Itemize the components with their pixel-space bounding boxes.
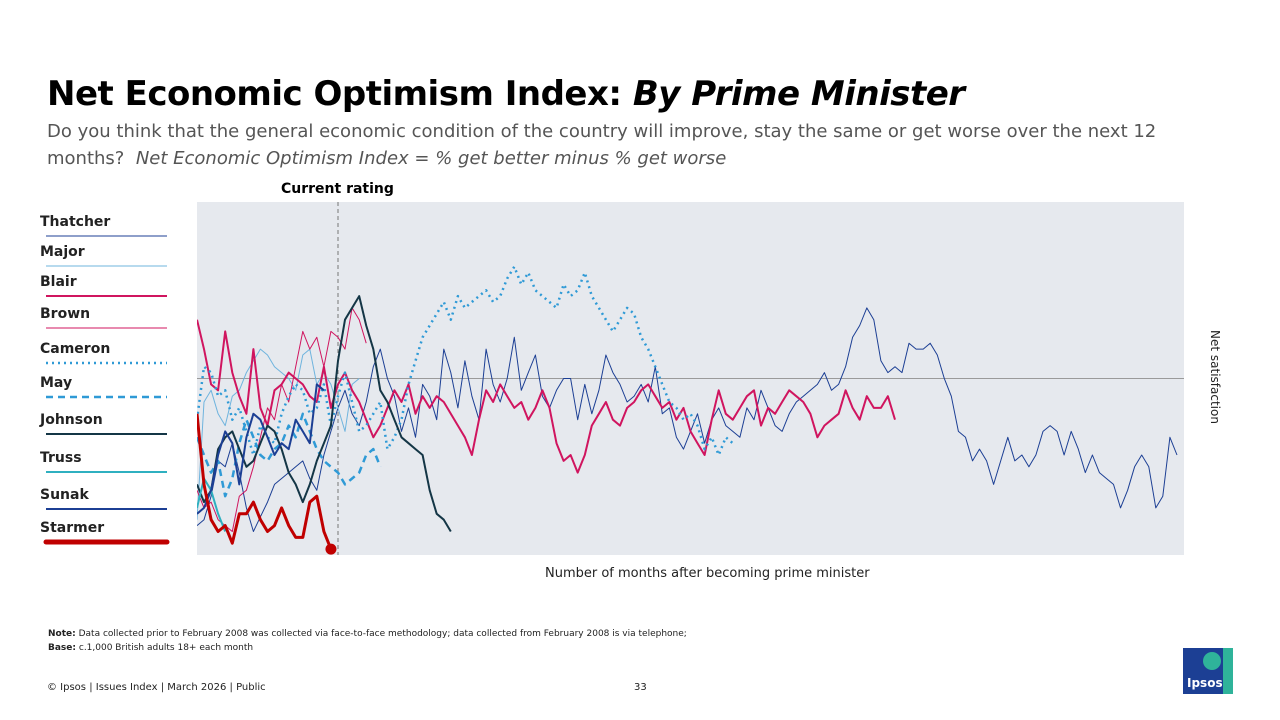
base-label: Base: [48,643,76,653]
subtitle-definition: Net Economic Optimism Index = % get bett… [135,148,727,169]
legend-swatch [46,265,167,267]
legend-item-blair: Blair [40,274,172,300]
legend-swatch [46,433,167,435]
legend-item-brown: Brown [40,306,172,332]
logo-mark-icon [1203,652,1221,670]
note-label: Note: [48,629,76,639]
chart-plot-area [197,202,1184,555]
series-line-thatcher [197,307,1178,532]
page-number: 33 [634,682,647,693]
legend-label: Starmer [40,520,105,536]
legend-label: Major [40,244,85,260]
series-line-blair [197,319,896,474]
legend-label: Blair [40,274,77,290]
series-line-major [197,348,360,520]
legend-label: May [40,375,73,391]
ipsos-logo: Ipsos [1183,648,1233,694]
legend-label: Thatcher [40,214,111,230]
logo-accent [1223,648,1233,694]
chart-legend: Thatcher Major Blair Brown Cameron May Johnson… [40,210,172,560]
legend-item-thatcher: Thatcher [40,214,172,240]
legend-item-sunak: Sunak [40,487,172,513]
legend-swatch [46,235,167,237]
legend-swatch [46,471,167,473]
legend-swatch [46,327,167,329]
legend-label: Cameron [40,341,111,357]
subtitle-question: Do you think that the general economic c… [47,121,1157,169]
logo-text: Ipsos [1187,676,1223,690]
legend-item-cameron: Cameron [40,341,172,367]
current-rating-label: Current rating [281,181,394,197]
current-rating-point [325,543,337,555]
x-axis-label: Number of months after becoming prime mi… [545,566,870,581]
legend-label: Johnson [40,412,103,428]
legend-label: Truss [40,450,82,466]
legend-item-may: May [40,375,172,401]
base-text: c.1,000 British adults 18+ each month [78,643,254,653]
footer-text: © Ipsos | Issues Index | March 2026 | Pu… [47,682,266,693]
legend-item-starmer: Starmer [40,520,172,546]
base-line: Base: c.1,000 British adults 18+ each mo… [48,641,687,655]
legend-swatch [46,395,167,399]
y-axis-label: Net satisfaction [1208,330,1222,424]
chart-note: Note: Data collected prior to February 2… [48,627,687,655]
legend-item-major: Major [40,244,172,270]
legend-swatch [46,508,167,510]
note-text: Data collected prior to February 2008 wa… [78,629,687,639]
note-line: Note: Data collected prior to February 2… [48,627,687,641]
legend-label: Brown [40,306,91,322]
legend-swatch [46,295,167,297]
legend-item-johnson: Johnson [40,412,172,438]
legend-item-truss: Truss [40,450,172,476]
legend-label: Sunak [40,487,89,503]
title-main: Net Economic Optimism Index: [47,74,633,114]
series-line-sunak [197,383,325,515]
legend-swatch [43,539,170,545]
page-subtitle: Do you think that the general economic c… [47,118,1227,172]
line-chart [197,202,1184,555]
series-line-johnson [197,295,452,533]
series-line-may [197,412,382,498]
series-line-starmer [197,413,333,550]
page-title: Net Economic Optimism Index: By Prime Mi… [47,74,965,114]
title-italic: By Prime Minister [632,74,965,114]
legend-swatch [46,361,167,365]
